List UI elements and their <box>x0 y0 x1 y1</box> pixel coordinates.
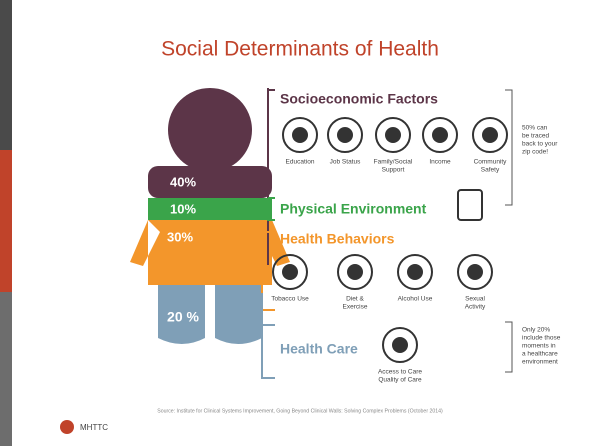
note: a healthcare <box>522 351 558 358</box>
item-label: Quality of Care <box>378 377 422 384</box>
icon <box>422 117 458 153</box>
segment-label: 20 % <box>167 309 199 325</box>
note: environment <box>522 359 558 366</box>
torso-segment <box>148 198 272 220</box>
note: include those <box>522 335 561 342</box>
group-label: Health Care <box>280 341 358 357</box>
icon-inner <box>282 264 298 280</box>
item-label: Income <box>429 159 451 166</box>
icon-inner <box>482 127 498 143</box>
note: be traced <box>522 133 549 140</box>
bracket <box>230 293 275 379</box>
connectors <box>230 88 513 379</box>
segment-label: 30% <box>167 229 193 244</box>
item-label: Access to Care <box>378 369 422 376</box>
logo-icon <box>60 420 74 434</box>
note: 50% can <box>522 125 548 132</box>
head <box>168 88 252 172</box>
icon <box>327 117 363 153</box>
item-label: Safety <box>481 167 500 174</box>
icon <box>272 254 308 290</box>
side-strip <box>0 292 12 446</box>
icon-inner <box>432 127 448 143</box>
legs <box>158 285 262 344</box>
torso-segment <box>148 166 272 198</box>
side-strip <box>0 150 12 292</box>
note: Only 20% <box>522 327 550 334</box>
icon <box>282 117 318 153</box>
item-label: Exercise <box>343 304 368 311</box>
icon-inner <box>467 264 483 280</box>
icon <box>457 254 493 290</box>
segment-label: 10% <box>170 201 196 216</box>
note: zip code! <box>522 149 548 156</box>
icon-inner <box>292 127 308 143</box>
source: Source: Institute for Clinical Systems I… <box>157 408 443 414</box>
icon-inner <box>337 127 353 143</box>
note: moments in <box>522 343 556 350</box>
icon <box>375 117 411 153</box>
icon <box>397 254 433 290</box>
icon-inner <box>392 337 408 353</box>
building-icon <box>457 189 483 221</box>
segment-label: 40% <box>170 174 196 189</box>
item-label: Tobacco Use <box>271 296 309 303</box>
icon <box>382 327 418 363</box>
side-strip <box>0 0 12 150</box>
icon <box>337 254 373 290</box>
item-label: Support <box>382 167 405 174</box>
icon-inner <box>385 127 401 143</box>
note: back to your <box>522 141 558 148</box>
group-label: Physical Environment <box>280 201 427 217</box>
item-label: Diet & <box>346 296 364 303</box>
note-bracket <box>505 89 513 373</box>
item-label: Alcohol Use <box>398 296 433 303</box>
group-label: Health Behaviors <box>280 231 395 247</box>
bracket <box>255 88 275 265</box>
item-label: Community <box>474 159 508 166</box>
item-label: Education <box>286 159 315 166</box>
item-label: Job Status <box>330 159 361 166</box>
bracket <box>240 197 275 221</box>
logo-text: MHTTC <box>80 423 108 432</box>
icon-inner <box>407 264 423 280</box>
group-label: Socioeconomic Factors <box>280 91 438 107</box>
icon-inner <box>347 264 363 280</box>
item-label: Activity <box>465 304 486 311</box>
title: Social Determinants of Health <box>161 38 439 61</box>
item-label: Family/Social <box>374 159 413 166</box>
icon <box>472 117 508 153</box>
item-label: Sexual <box>465 296 485 303</box>
